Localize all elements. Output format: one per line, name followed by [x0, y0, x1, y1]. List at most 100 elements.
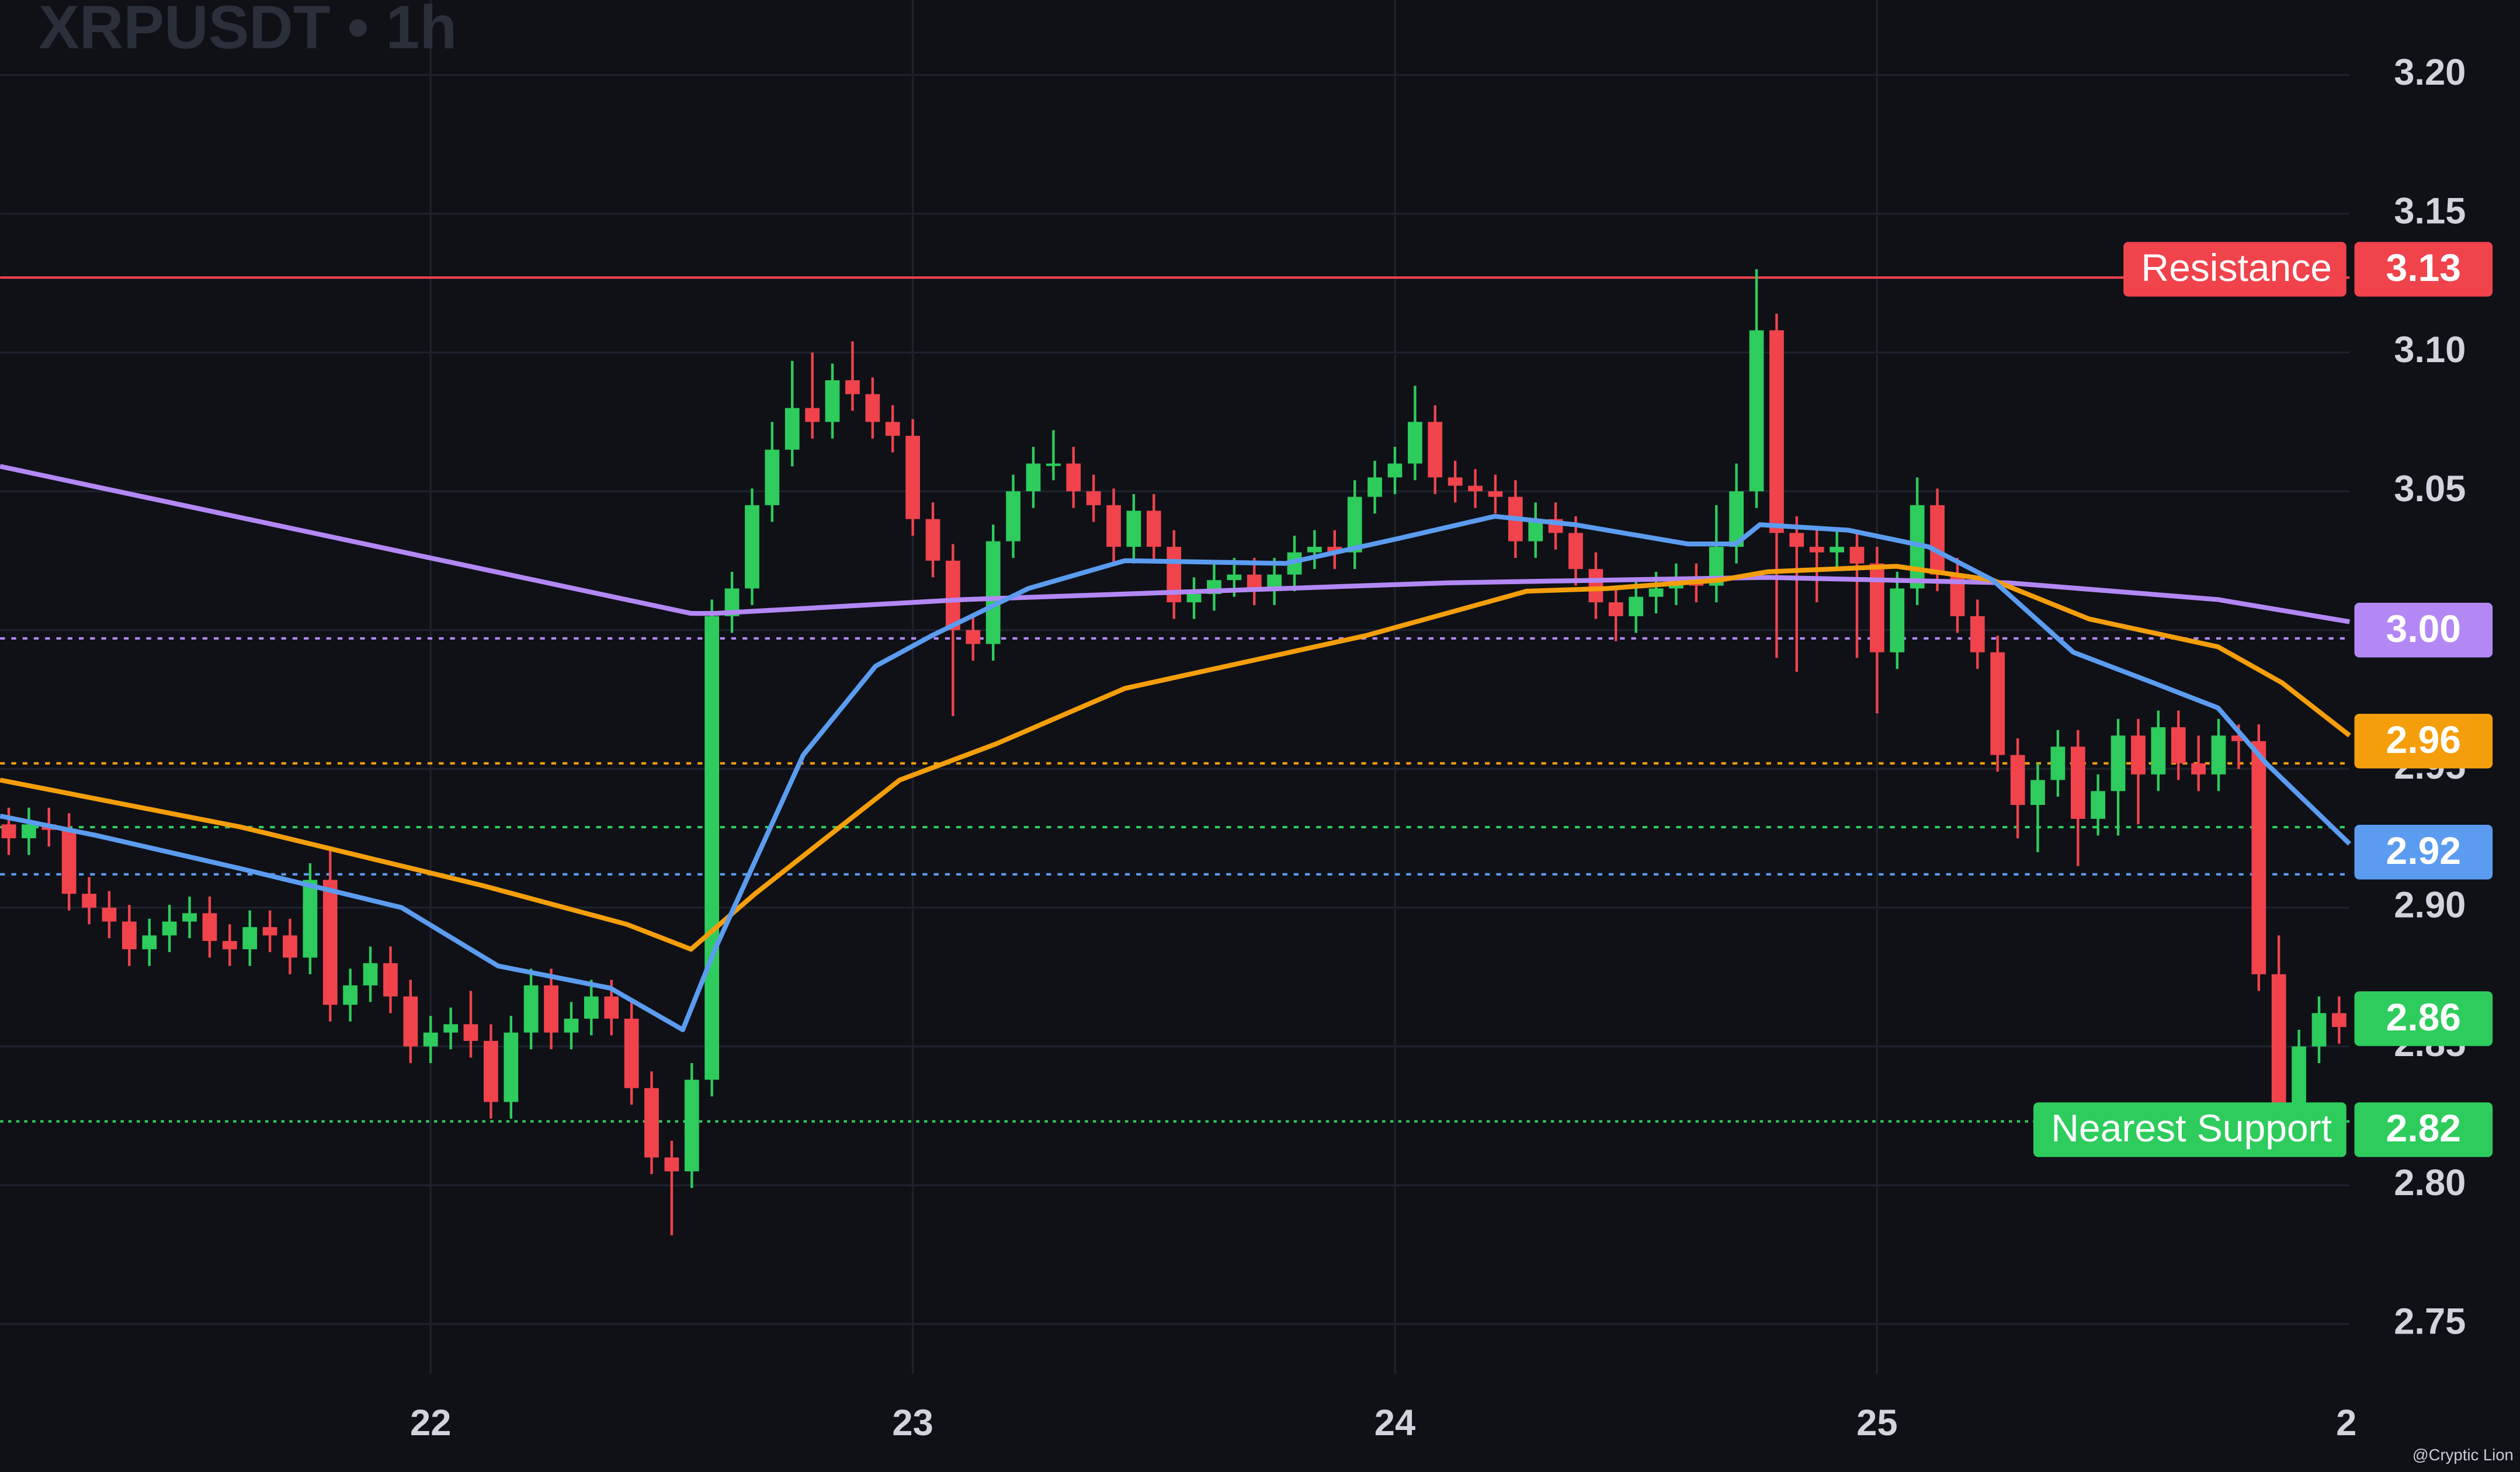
candle-body	[1568, 533, 1583, 570]
candle-body	[2030, 780, 2045, 806]
level-label-box	[2123, 242, 2347, 297]
candle-body	[2151, 727, 2166, 775]
candle-body	[484, 1040, 498, 1102]
price-badge-label: 3.00	[2386, 607, 2461, 650]
candle-body	[2091, 791, 2106, 819]
candle-body	[684, 1079, 699, 1172]
candle-body	[1, 824, 16, 839]
candle-body	[2131, 735, 2146, 775]
level-label-box	[2033, 1102, 2347, 1157]
candle-body	[704, 616, 720, 1080]
price-badge	[2354, 713, 2493, 769]
price-badge-label: 2.96	[2386, 718, 2461, 761]
chart-title: XRPUSDT • 1h	[39, 0, 457, 62]
candle-body	[1869, 563, 1884, 652]
candle-body	[885, 422, 900, 436]
candle-body	[544, 985, 558, 1033]
candle-body	[423, 1032, 438, 1047]
candle-body	[765, 449, 780, 505]
candle-body	[403, 996, 418, 1047]
candle-body	[1367, 477, 1382, 497]
candle-body	[182, 913, 197, 922]
x-tick-label: 23	[892, 1402, 933, 1443]
candle-body	[865, 394, 880, 422]
candle-body	[1006, 491, 1021, 541]
price-badge-label: 2.82	[2386, 1106, 2461, 1150]
price-badge-label: 2.86	[2386, 995, 2461, 1039]
price-badge	[2354, 1102, 2493, 1157]
candle-body	[262, 927, 277, 936]
watermark: @Cryptic Lion	[2413, 1446, 2514, 1464]
candle-body	[1186, 593, 1202, 603]
y-tick-label: 2.75	[2394, 1301, 2466, 1342]
candle-body	[2191, 763, 2206, 775]
candle-body	[1026, 463, 1041, 492]
candle-body	[2070, 747, 2085, 819]
y-tick-label: 3.15	[2394, 191, 2466, 232]
candle-body	[1347, 497, 1362, 553]
price-badge	[2354, 242, 2493, 297]
moving-average-line	[0, 464, 2350, 624]
candle-body	[1327, 547, 1342, 553]
candle-body	[1769, 330, 1784, 533]
candle-body	[1629, 596, 1644, 616]
candle-body	[82, 894, 96, 908]
x-tick-label: 2	[2336, 1402, 2356, 1443]
candle-body	[1247, 574, 1262, 589]
price-badge-label: 3.13	[2386, 246, 2461, 289]
candle-body	[1849, 547, 1865, 564]
candle-body	[644, 1088, 659, 1158]
candle-body	[61, 829, 77, 894]
candle-body	[1749, 330, 1764, 492]
candle-body	[2292, 1046, 2306, 1110]
candle-body	[1588, 569, 1603, 603]
candle-body	[1809, 547, 1824, 553]
candle-body	[1126, 511, 1141, 547]
candle-body	[2010, 755, 2025, 806]
candle-body	[905, 436, 920, 519]
candle-body	[22, 824, 36, 839]
candle-body	[1227, 574, 1242, 581]
candle-body	[1387, 463, 1403, 478]
candle-body	[2271, 974, 2286, 1110]
candle-body	[1267, 574, 1282, 589]
x-tick-label: 24	[1374, 1402, 1415, 1443]
candle-body	[1789, 533, 1804, 547]
candle-body	[1086, 491, 1101, 505]
candle-body	[805, 408, 820, 422]
candle-body	[1046, 463, 1061, 466]
moving-average-line	[0, 513, 2352, 1033]
candle-body	[242, 927, 258, 950]
candle-body	[1990, 652, 2005, 755]
y-tick-label: 3.05	[2394, 468, 2466, 509]
candle-body	[122, 921, 137, 950]
candle-body	[604, 996, 619, 1019]
candle-body	[1146, 511, 1161, 547]
candle-body	[1830, 547, 1844, 553]
candle-body	[1106, 505, 1121, 547]
candle-body	[2311, 1013, 2327, 1047]
y-tick-label: 3.20	[2394, 52, 2466, 93]
candle-body	[202, 913, 217, 941]
price-lines	[0, 276, 2350, 1123]
candle-body	[1488, 491, 1503, 497]
candle-body	[142, 935, 157, 950]
candle-body	[504, 1032, 519, 1102]
candle-body	[2251, 741, 2266, 974]
candle-body	[1890, 588, 1905, 652]
moving-averages	[0, 464, 2352, 1033]
candle-body	[283, 935, 297, 958]
candle-body	[966, 630, 981, 644]
price-badge	[2354, 825, 2493, 880]
candle-body	[2050, 747, 2066, 780]
candle-body	[825, 380, 840, 422]
candle-body	[1428, 422, 1443, 478]
candle-body	[523, 985, 539, 1033]
candle-body	[745, 505, 759, 589]
y-tick-label: 2.80	[2394, 1162, 2466, 1203]
candle-body	[1970, 616, 1985, 652]
candle-body	[322, 880, 338, 1005]
